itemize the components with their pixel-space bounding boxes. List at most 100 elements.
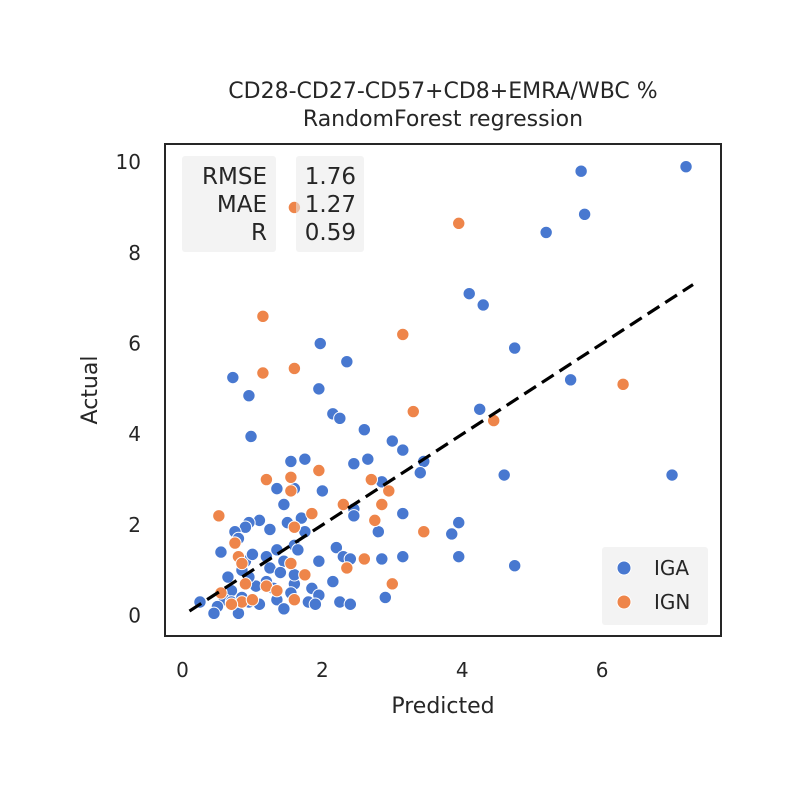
plot-area	[188, 159, 694, 621]
data-point-ign	[417, 525, 431, 539]
data-point-ign	[298, 568, 312, 582]
data-point-ign	[305, 506, 319, 521]
y-tick-label: 8	[128, 241, 141, 265]
data-point-ign	[235, 556, 249, 571]
stat-label-rmse: RMSE	[202, 164, 267, 190]
y-axis-label: Actual	[78, 356, 103, 425]
data-point-iga	[221, 570, 235, 584]
chart-subtitle: RandomForest regression	[303, 107, 583, 132]
x-tick-label: 2	[316, 658, 329, 682]
chart-title: CD28-CD27-CD57+CD8+EMRA/WBC %	[228, 79, 657, 104]
data-point-iga	[244, 429, 258, 444]
data-point-ign	[287, 593, 302, 607]
data-point-iga	[277, 602, 291, 616]
legend-marker-iga	[616, 560, 632, 576]
data-point-iga	[347, 456, 361, 471]
data-point-iga	[396, 506, 410, 521]
legend-label-iga: IGA	[654, 556, 689, 580]
stat-value-rmse: 1.76	[305, 164, 356, 190]
data-point-iga	[291, 543, 305, 557]
data-point-ign	[340, 561, 354, 575]
data-point-iga	[242, 388, 256, 403]
data-point-ign	[382, 484, 396, 498]
y-tick-label: 4	[128, 422, 141, 446]
data-point-ign	[364, 472, 379, 487]
data-point-iga	[273, 565, 288, 580]
x-axis-label: Predicted	[391, 694, 494, 719]
data-point-iga	[270, 481, 284, 496]
data-point-ign	[224, 597, 239, 611]
data-point-iga	[577, 207, 592, 221]
data-point-ign	[238, 577, 253, 591]
data-point-iga	[396, 443, 410, 457]
data-point-iga	[340, 354, 354, 369]
y-tick-label: 2	[128, 513, 141, 537]
data-point-iga	[665, 468, 679, 482]
x-tick-label: 4	[456, 658, 469, 682]
data-point-iga	[263, 522, 277, 537]
data-point-iga	[277, 497, 291, 512]
data-point-iga	[473, 402, 487, 416]
data-point-iga	[476, 298, 490, 312]
stats-labels-background	[182, 156, 276, 252]
data-point-iga	[315, 484, 330, 498]
data-point-iga	[396, 549, 410, 564]
data-point-ign	[259, 472, 274, 487]
data-point-ign	[245, 593, 260, 607]
data-point-iga	[347, 509, 361, 523]
data-point-ign	[284, 556, 298, 571]
data-point-ign	[256, 366, 270, 380]
stats-values-background	[296, 156, 364, 252]
data-point-iga	[308, 597, 323, 611]
data-point-iga	[452, 515, 466, 530]
legend-label-ign: IGN	[654, 590, 690, 614]
data-point-iga	[357, 422, 372, 437]
plot-frame	[164, 143, 722, 637]
stat-label-r: R	[251, 220, 267, 246]
data-point-ign	[385, 577, 399, 591]
data-point-iga	[226, 370, 240, 385]
y-tick-label: 10	[116, 150, 141, 174]
data-point-ign	[375, 497, 389, 512]
data-point-ign	[368, 513, 382, 528]
data-point-ign	[336, 497, 351, 512]
data-point-ign	[312, 463, 326, 478]
data-point-iga	[445, 527, 459, 541]
data-point-ign	[396, 327, 410, 342]
data-point-iga	[497, 468, 511, 482]
data-point-ign	[616, 377, 630, 392]
data-point-iga	[385, 434, 399, 448]
data-point-iga	[312, 554, 326, 568]
data-point-iga	[333, 411, 347, 426]
data-point-ign	[284, 470, 298, 484]
stat-value-r: 0.59	[305, 220, 356, 246]
legend-marker-ign	[616, 594, 632, 610]
data-point-iga	[207, 606, 221, 621]
data-point-iga	[313, 336, 327, 351]
data-point-iga	[563, 373, 578, 387]
data-point-ign	[228, 536, 242, 550]
data-point-iga	[343, 597, 358, 611]
x-tick-label: 0	[176, 658, 189, 682]
data-point-ign	[212, 509, 226, 523]
data-point-ign	[406, 404, 420, 419]
data-point-iga	[329, 540, 344, 555]
data-point-ign	[287, 361, 302, 376]
data-point-iga	[214, 545, 228, 559]
identity-line	[188, 283, 694, 613]
data-point-ign	[357, 552, 372, 566]
data-point-iga	[245, 547, 260, 562]
data-point-iga	[375, 552, 389, 566]
data-point-ign	[287, 520, 302, 534]
data-point-iga	[312, 382, 326, 396]
data-point-ign	[452, 216, 466, 231]
data-point-iga	[679, 159, 693, 174]
data-point-iga	[378, 590, 393, 605]
x-tick-label: 6	[596, 658, 609, 682]
data-point-iga	[298, 452, 312, 466]
data-point-ign	[270, 583, 284, 598]
x-axis: 0 2 4 6	[176, 658, 608, 682]
data-point-iga	[507, 559, 522, 573]
data-point-iga	[462, 286, 476, 301]
